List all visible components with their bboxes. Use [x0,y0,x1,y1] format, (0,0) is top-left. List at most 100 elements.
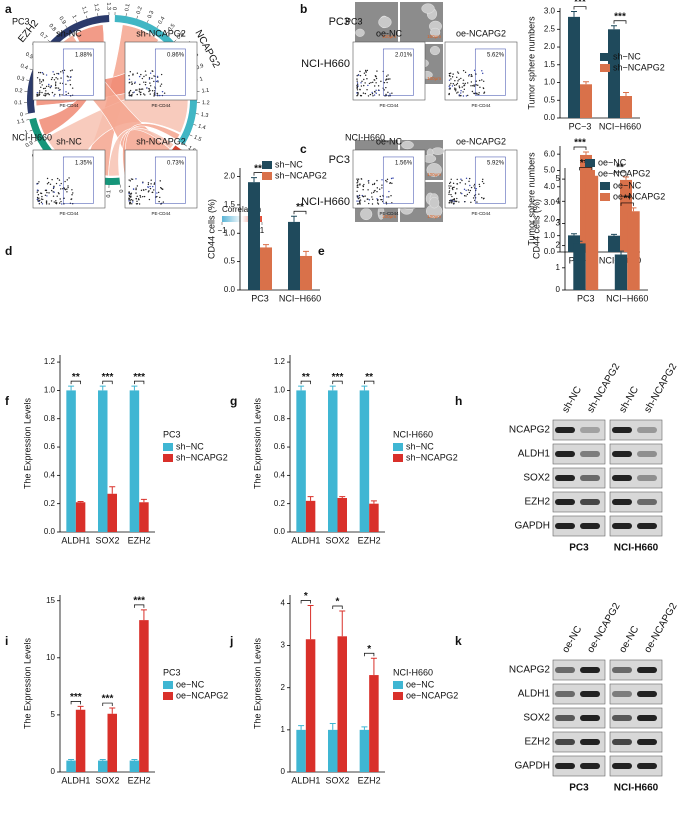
legend-label: sh−NCAPG2 [613,62,665,72]
blot-strip [552,683,606,705]
event-dot [453,203,455,205]
band [555,451,575,457]
legend-swatch [600,53,610,61]
event-dot [363,72,366,74]
event-dot [149,185,151,188]
legend-swatch [262,161,272,169]
event-dot [132,188,135,190]
event-dot [152,185,154,188]
event-dot [55,81,57,83]
event-dot [48,192,50,194]
event-dot [391,92,393,94]
event-dot [161,90,164,93]
event-dot [135,192,137,194]
gate [382,156,414,204]
protein-label: NCAPG2 [509,665,551,676]
bar [296,390,306,532]
legend-label: sh−NC [406,441,434,451]
event-dot [132,73,134,75]
chord-tick [136,15,138,19]
blot-strip [552,443,606,465]
x-tick-label: PC3 [577,293,595,303]
sphere [426,163,442,177]
event-dot [385,86,387,89]
chord-tick [47,39,51,43]
event-dot [356,203,359,205]
x-tick-label: EZH2 [358,535,381,545]
event-dot [145,81,147,84]
event-dot [52,195,55,197]
event-dot [367,182,370,184]
sphere [360,208,373,221]
event-dot [130,198,133,201]
error-bar [251,177,257,183]
significance-bracket [293,210,307,215]
x-tick-label: SOX2 [325,775,349,785]
event-dot [59,93,61,96]
bar [608,235,620,252]
event-dot [387,78,390,80]
event-dot [58,73,60,75]
event-dot [39,90,41,92]
bar [139,620,149,772]
event-dot [57,87,60,89]
event-dot [451,201,453,203]
event-dot [66,75,69,77]
significance-label: ** [72,372,80,383]
bar [580,84,592,118]
y-axis-label: The Expression Levels [252,637,262,729]
event-dot [159,85,162,87]
legend-label: sh−NCAPG2 [406,452,458,462]
chord-tick [146,19,149,23]
error-bar [329,723,336,730]
event-dot [39,80,41,82]
event-dot [469,184,471,187]
event-dot [373,190,376,192]
event-dot [138,90,141,92]
event-dot [144,70,147,72]
plot-title: sh-NC [56,28,82,38]
legend-label: oe−NCAPG2 [176,690,228,700]
event-dot [391,182,393,185]
legend-label: sh−NCAPG2 [275,170,327,180]
blot-strip [609,491,663,513]
error-bar [298,385,305,391]
legend-label: sh−NC [613,51,641,61]
event-dot [36,77,39,79]
event-dot [478,185,481,188]
event-dot [386,181,388,183]
significance-label: *** [574,138,586,149]
event-dot [143,195,146,198]
chord-tick-label: 0.4 [157,16,166,26]
legend-swatch [163,443,173,451]
chord-tick-label: 0.5 [167,23,176,33]
event-dot [60,182,62,185]
event-dot [149,89,151,92]
event-dot [139,93,142,96]
blot-strip [552,491,606,513]
event-dot [153,93,156,95]
event-dot [139,194,141,197]
sphere [429,196,440,209]
bar [337,636,347,772]
blot-strip [609,467,663,489]
event-dot [383,89,385,91]
protein-label: ALDH1 [518,689,551,700]
event-dot [356,178,358,180]
y-tick-label: 3 [556,219,561,228]
event-dot [128,197,130,199]
event-dot [56,87,58,89]
event-dot [364,200,366,202]
event-dot [50,189,53,192]
event-dot [362,92,365,94]
panel-label: f [5,394,10,408]
sphere [421,3,435,14]
chord-tick-label: 0.8 [47,23,56,33]
event-dot [475,187,477,190]
y-tick-label: 0.0 [544,113,556,122]
event-dot [147,182,150,184]
scale-bar-label: 100μm [427,214,441,219]
band [555,523,575,529]
event-dot [468,180,470,183]
lane-label: sh-NCAPG2 [585,361,622,415]
